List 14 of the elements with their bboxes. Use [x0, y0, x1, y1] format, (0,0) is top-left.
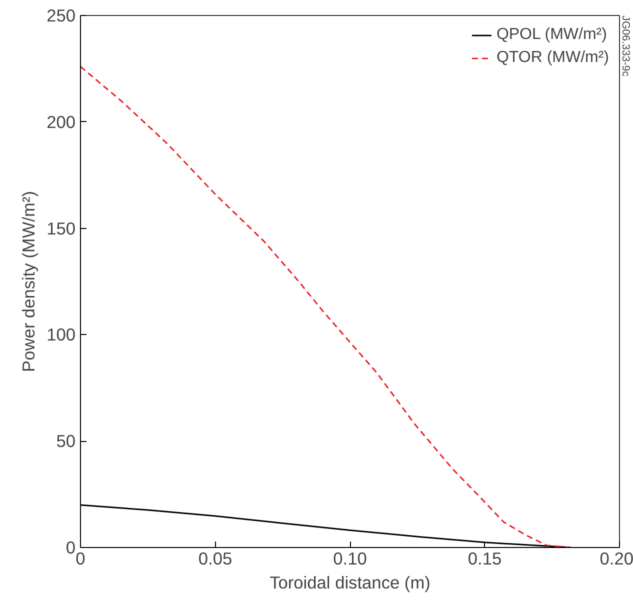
x-tick-label: 0.05	[198, 548, 232, 568]
y-tick-label: 100	[46, 324, 76, 345]
y-axis-title: Power density (MW/m²)	[18, 191, 39, 372]
y-tick-label: 200	[46, 112, 76, 132]
legend-label: QPOL (MW/m²)	[496, 26, 607, 44]
x-tick-label: 0.15	[468, 548, 502, 568]
y-tick-label: 150	[46, 218, 76, 238]
x-axis-title: Toroidal distance (m)	[270, 572, 430, 592]
x-tick-label: 0.10	[333, 548, 367, 568]
x-tick-label: 0.20	[600, 548, 633, 568]
y-tick-label: 50	[56, 431, 76, 452]
legend-label: QTOR (MW/m²)	[496, 49, 609, 67]
annotation: JG06.333-9c	[620, 16, 632, 78]
y-tick-label: 250	[46, 6, 76, 26]
